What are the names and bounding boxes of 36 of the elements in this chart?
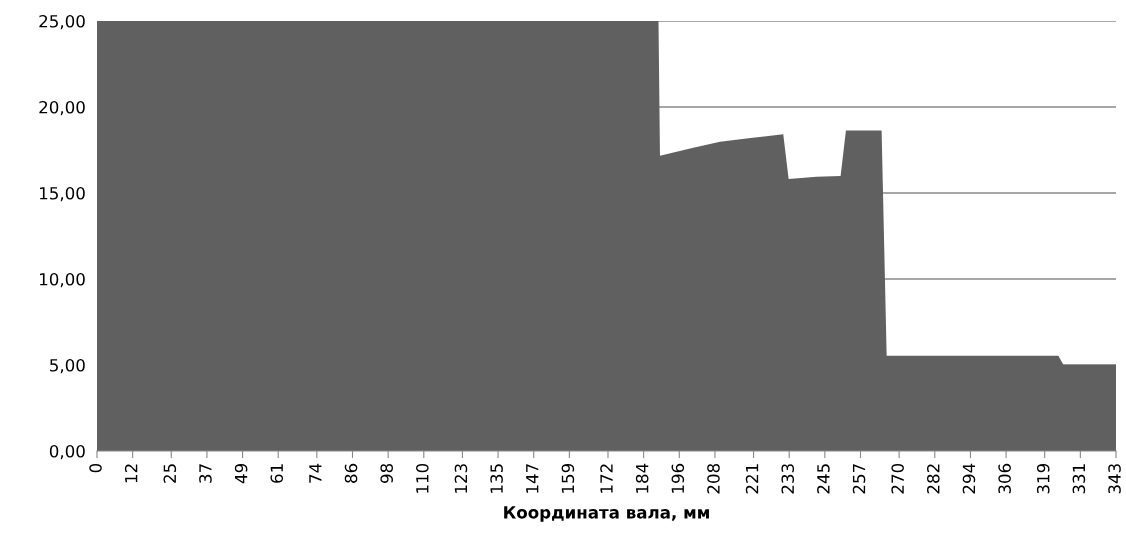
x-tick-label: 0: [89, 463, 102, 473]
y-tick-label: 5,00: [50, 358, 85, 374]
x-tick-label: 221: [745, 464, 759, 494]
x-tick-label: 49: [234, 463, 248, 484]
x-tick-label: 306: [998, 463, 1011, 494]
x-tick-label: 12: [124, 464, 138, 483]
x-tick-label: 331: [1072, 464, 1086, 494]
x-tick-label: 196: [671, 463, 685, 493]
x-tick-label: 343: [1108, 464, 1121, 494]
x-tick-label: 110: [416, 463, 429, 493]
x-tick-label: 147: [526, 464, 539, 493]
y-tick-label: 10,00: [40, 272, 85, 288]
y-tick-label: 20,00: [39, 100, 85, 116]
x-tick-label: 74: [309, 463, 322, 483]
x-tick-label: 184: [635, 463, 649, 493]
x-axis-title: Координата вала, мм: [504, 506, 709, 522]
x-tick-label: 135: [490, 464, 503, 493]
x-tick-label: 233: [781, 464, 795, 494]
x-tick-label: 37: [199, 464, 212, 483]
y-tick-label: 0,00: [49, 444, 85, 460]
x-tick-label: 270: [891, 463, 904, 494]
x-tick-label: 25: [163, 464, 177, 483]
y-tick-label: 15,00: [40, 186, 85, 202]
x-tick-label: 159: [561, 463, 575, 493]
x-tick-label: 208: [707, 463, 720, 494]
x-tick-label: 61: [270, 464, 284, 483]
x-tick-label: 86: [344, 463, 358, 483]
x-tick-label: 294: [962, 463, 976, 494]
x-tick-label: 98: [380, 463, 393, 483]
x-tick-label: 172: [600, 464, 613, 493]
x-tick-label: 319: [1036, 463, 1050, 494]
x-tick-label: 245: [817, 464, 830, 494]
y-tick-label: 25,00: [39, 14, 85, 30]
x-tick-label: 282: [927, 464, 940, 494]
x-tick-label: 257: [852, 464, 866, 494]
x-tick-label: 123: [454, 464, 468, 493]
